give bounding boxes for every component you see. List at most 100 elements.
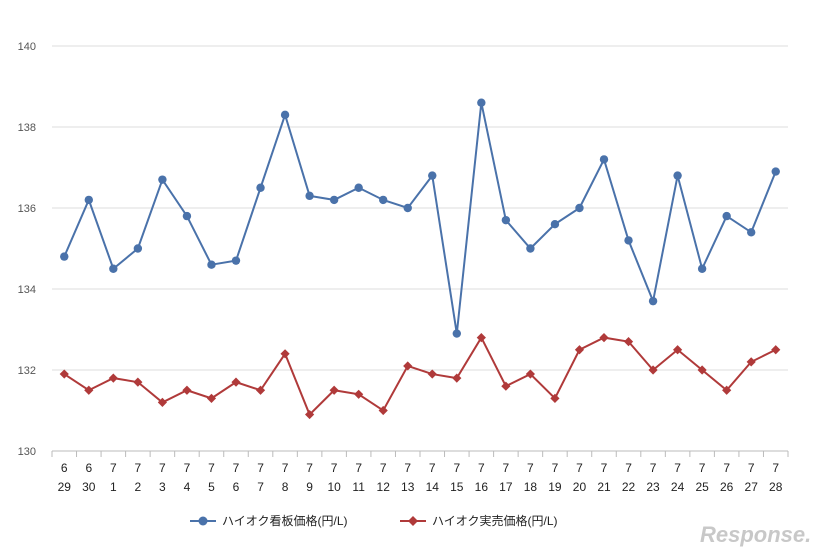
- data-point: [550, 220, 560, 229]
- x-tick-label-month: 7: [404, 461, 411, 475]
- data-point: [501, 215, 511, 225]
- data-point: [673, 345, 683, 355]
- data-point: [452, 373, 462, 383]
- x-tick-label-day: 15: [450, 480, 464, 494]
- data-point: [182, 211, 192, 221]
- legend-marker: [408, 516, 418, 526]
- data-point: [256, 183, 265, 192]
- x-tick-label-month: 7: [772, 461, 779, 475]
- x-tick-label-day: 18: [524, 480, 538, 494]
- data-point: [84, 195, 94, 205]
- data-point: [697, 365, 707, 375]
- x-tick-label-day: 27: [745, 480, 759, 494]
- data-point: [771, 345, 781, 355]
- data-point: [280, 349, 290, 359]
- data-point: [550, 393, 560, 403]
- x-tick-label-day: 12: [377, 480, 391, 494]
- data-point: [354, 389, 364, 399]
- gridlines: [52, 45, 788, 452]
- x-tick-label-day: 11: [352, 480, 365, 494]
- x-tick-label-month: 7: [674, 461, 681, 475]
- data-point: [403, 361, 413, 371]
- x-tick-label-day: 6: [233, 480, 240, 494]
- x-tick-label-month: 6: [61, 461, 68, 475]
- x-tick-label-month: 7: [748, 461, 755, 475]
- y-tick-label: 130: [18, 446, 36, 458]
- x-tick-label-day: 20: [573, 480, 587, 494]
- series-group: [59, 98, 781, 420]
- data-point: [599, 155, 609, 164]
- data-point: [747, 228, 756, 237]
- data-point: [624, 236, 633, 245]
- x-tick-label-day: 19: [548, 480, 562, 494]
- x-tick-label-day: 25: [695, 480, 709, 494]
- x-tick-label-day: 22: [622, 480, 636, 494]
- x-tick-label-day: 28: [769, 480, 783, 494]
- data-point: [673, 171, 682, 180]
- data-point: [722, 211, 731, 221]
- data-point: [109, 264, 118, 273]
- x-tick-label-month: 7: [257, 461, 264, 475]
- x-tick-label-month: 7: [429, 461, 436, 475]
- x-tick-label-month: 7: [601, 461, 608, 475]
- x-tick-label-month: 7: [233, 461, 240, 475]
- x-tick-label-day: 7: [257, 480, 264, 494]
- data-point: [648, 296, 658, 306]
- x-tick-label-day: 24: [671, 480, 685, 494]
- x-tick-label-day: 14: [426, 480, 440, 494]
- data-point: [697, 264, 707, 273]
- x-tick-label-month: 7: [331, 461, 338, 475]
- x-tick-label-month: 7: [380, 461, 387, 475]
- y-tick-label: 136: [18, 203, 36, 215]
- x-tick-label-month: 7: [306, 461, 313, 475]
- x-tick-label-month: 7: [576, 461, 583, 475]
- x-tick-label-month: 6: [85, 461, 92, 475]
- x-axis: 6296307172737475767778797107117127137147…: [51, 451, 789, 494]
- x-tick-label-month: 7: [453, 461, 460, 475]
- y-tick-label: 138: [18, 122, 36, 134]
- data-point: [526, 244, 535, 253]
- y-tick-label: 134: [18, 284, 36, 296]
- data-point: [59, 369, 69, 379]
- data-point: [477, 98, 486, 107]
- data-point: [574, 345, 585, 355]
- y-tick-label: 140: [18, 41, 36, 53]
- data-point: [599, 333, 609, 343]
- data-point: [746, 357, 756, 367]
- data-point: [722, 385, 732, 395]
- y-tick-label: 132: [18, 365, 36, 377]
- data-point: [427, 369, 437, 379]
- x-tick-label-day: 21: [597, 480, 611, 494]
- x-tick-label-day: 9: [306, 480, 313, 494]
- legend: ハイオク看板価格(円/L) ハイオク実売価格(円/L): [190, 513, 558, 528]
- series-line-2: [63, 335, 777, 417]
- data-point: [428, 171, 437, 180]
- data-point: [378, 405, 388, 416]
- x-tick-label-month: 7: [135, 461, 142, 475]
- data-point: [280, 110, 290, 120]
- x-tick-label-day: 23: [646, 480, 660, 494]
- x-tick-label-day: 2: [135, 480, 142, 494]
- data-point: [305, 191, 314, 201]
- x-tick-label-month: 7: [110, 461, 117, 475]
- y-axis: 130 132 134 136 138 140: [18, 41, 36, 458]
- data-point: [158, 175, 167, 184]
- x-tick-label-day: 29: [58, 480, 72, 494]
- data-point: [305, 409, 315, 420]
- x-tick-label-month: 7: [650, 461, 657, 475]
- data-point: [157, 397, 167, 407]
- x-tick-label-month: 7: [503, 461, 510, 475]
- x-tick-label-month: 7: [625, 461, 632, 475]
- x-tick-label-day: 26: [720, 480, 734, 494]
- data-point: [231, 256, 241, 265]
- x-tick-label-day: 5: [208, 480, 215, 494]
- data-point: [452, 329, 461, 338]
- data-point: [329, 195, 339, 205]
- x-tick-label-month: 7: [184, 461, 191, 475]
- data-point: [133, 244, 143, 253]
- x-tick-label-month: 7: [723, 461, 730, 475]
- x-tick-label-month: 7: [208, 461, 215, 475]
- data-point: [84, 385, 94, 395]
- x-tick-label-day: 13: [401, 480, 415, 494]
- data-point: [403, 203, 412, 213]
